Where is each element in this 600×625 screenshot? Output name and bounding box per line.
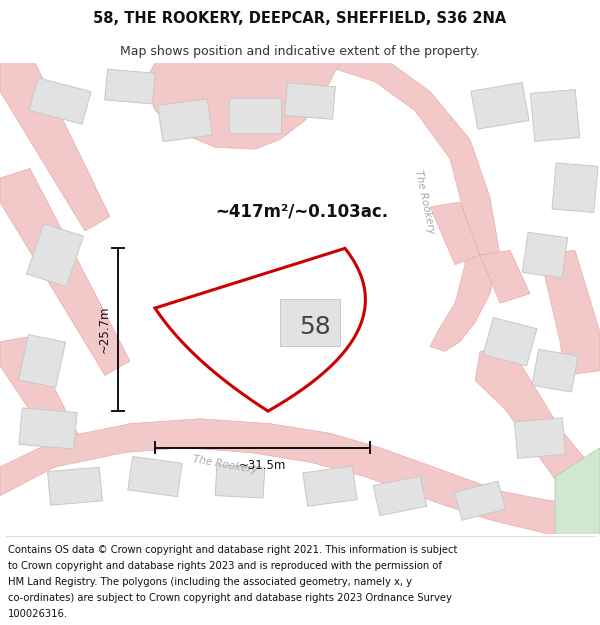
Polygon shape [475,347,600,506]
Polygon shape [555,448,600,534]
Polygon shape [330,62,500,351]
Polygon shape [0,337,80,447]
Polygon shape [552,163,598,212]
Text: to Crown copyright and database rights 2023 and is reproduced with the permissio: to Crown copyright and database rights 2… [8,561,442,571]
Text: ~25.7m: ~25.7m [97,306,110,354]
Text: ~417m²/~0.103ac.: ~417m²/~0.103ac. [215,202,388,221]
Polygon shape [0,62,110,231]
Polygon shape [229,98,281,132]
Polygon shape [19,334,65,388]
Polygon shape [430,202,480,265]
Text: 100026316.: 100026316. [8,609,68,619]
Polygon shape [0,419,600,534]
Text: co-ordinates) are subject to Crown copyright and database rights 2023 Ordnance S: co-ordinates) are subject to Crown copyr… [8,593,452,603]
Text: HM Land Registry. The polygons (including the associated geometry, namely x, y: HM Land Registry. The polygons (includin… [8,578,412,587]
Polygon shape [26,224,83,286]
Polygon shape [0,168,130,376]
Polygon shape [284,82,335,119]
Polygon shape [19,408,77,449]
Polygon shape [471,82,529,129]
Polygon shape [303,466,357,506]
Polygon shape [145,62,340,149]
Polygon shape [514,418,566,458]
Polygon shape [373,476,427,516]
Text: Map shows position and indicative extent of the property.: Map shows position and indicative extent… [120,45,480,58]
Polygon shape [47,468,103,505]
Text: Contains OS data © Crown copyright and database right 2021. This information is : Contains OS data © Crown copyright and d… [8,546,457,556]
Polygon shape [280,299,340,346]
Polygon shape [158,99,212,142]
Polygon shape [215,465,265,498]
Polygon shape [522,232,568,278]
Text: The Rookery: The Rookery [192,454,258,476]
Polygon shape [530,89,580,141]
Polygon shape [104,69,155,104]
Polygon shape [454,481,506,520]
Polygon shape [483,318,537,366]
Polygon shape [540,250,600,376]
Polygon shape [480,250,530,303]
Text: 58, THE ROOKERY, DEEPCAR, SHEFFIELD, S36 2NA: 58, THE ROOKERY, DEEPCAR, SHEFFIELD, S36… [94,11,506,26]
Text: ~31.5m: ~31.5m [239,459,286,471]
Text: The Rookery: The Rookery [413,169,437,235]
Polygon shape [128,456,182,497]
Polygon shape [532,349,578,392]
Text: 58: 58 [299,316,331,339]
Polygon shape [29,78,91,124]
